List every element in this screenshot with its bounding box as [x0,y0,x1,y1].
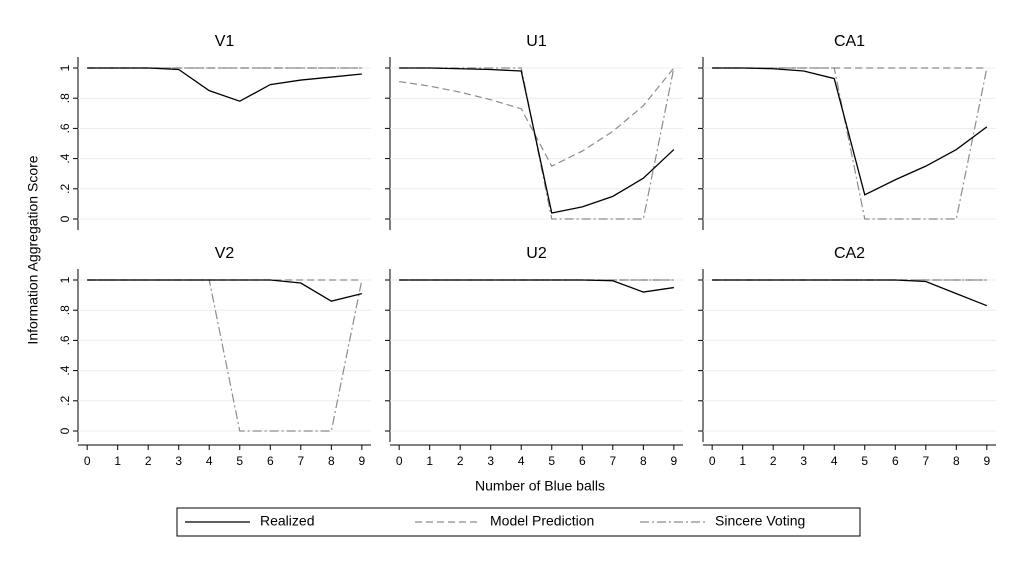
y-tick-label: .6 [58,335,72,345]
x-tick-label: 1 [426,454,433,468]
series-line [399,67,675,214]
y-tick-label: .8 [58,93,72,103]
y-tick-label: 1 [58,276,72,283]
legend-box [176,507,861,537]
panel-title: CA2 [834,245,865,262]
x-tick-label: 9 [984,454,991,468]
panel-title: V1 [215,33,235,50]
x-tick-label: 1 [114,454,121,468]
x-tick-label: 0 [396,454,403,468]
x-tick-label: 8 [953,454,960,468]
x-tick-label: 7 [922,454,929,468]
y-tick-label: 1 [58,64,72,71]
series-line [87,279,363,432]
y-tick-label: 0 [58,427,72,434]
x-tick-label: 4 [831,454,838,468]
panel-title: U1 [526,33,547,50]
x-tick-label: 3 [800,454,807,468]
x-axis-label: Number of Blue balls [475,478,605,494]
legend-label: Model Prediction [490,513,594,529]
x-tick-label: 4 [518,454,525,468]
x-tick-label: 5 [548,454,555,468]
series-line [87,67,362,102]
y-tick-label: .4 [58,365,72,375]
x-tick-label: 4 [206,454,213,468]
x-tick-label: 2 [457,454,464,468]
x-tick-label: 7 [297,454,304,468]
x-tick-label: 0 [84,454,91,468]
x-tick-label: 7 [609,454,616,468]
legend-label: Realized [260,513,314,529]
panel-title: U2 [526,245,547,262]
panel-title: CA1 [834,33,865,50]
series-line [399,279,674,293]
x-tick-label: 9 [671,454,678,468]
x-tick-label: 1 [739,454,746,468]
x-tick-label: 2 [145,454,152,468]
y-tick-label: .6 [58,123,72,133]
x-tick-label: 6 [892,454,899,468]
panel-title: V2 [215,245,235,262]
x-tick-label: 8 [328,454,335,468]
legend-label: Sincere Voting [715,513,805,529]
series-line [712,67,988,220]
y-tick-label: .8 [58,305,72,315]
y-tick-label: .4 [58,153,72,163]
y-tick-label: .2 [58,183,72,193]
series-line [712,67,988,196]
x-tick-label: 3 [175,454,182,468]
series-line [712,279,988,307]
y-tick-label: .2 [58,395,72,405]
x-tick-label: 9 [359,454,366,468]
y-axis-label: Information Aggregation Score [25,155,41,344]
x-tick-label: 8 [640,454,647,468]
series-line [87,279,363,302]
y-tick-label: 0 [58,215,72,222]
x-tick-label: 6 [267,454,274,468]
x-tick-label: 0 [709,454,716,468]
x-tick-label: 3 [487,454,494,468]
x-tick-label: 5 [236,454,243,468]
x-tick-label: 5 [861,454,868,468]
x-tick-label: 6 [579,454,586,468]
x-tick-label: 2 [770,454,777,468]
series-line [399,67,675,167]
